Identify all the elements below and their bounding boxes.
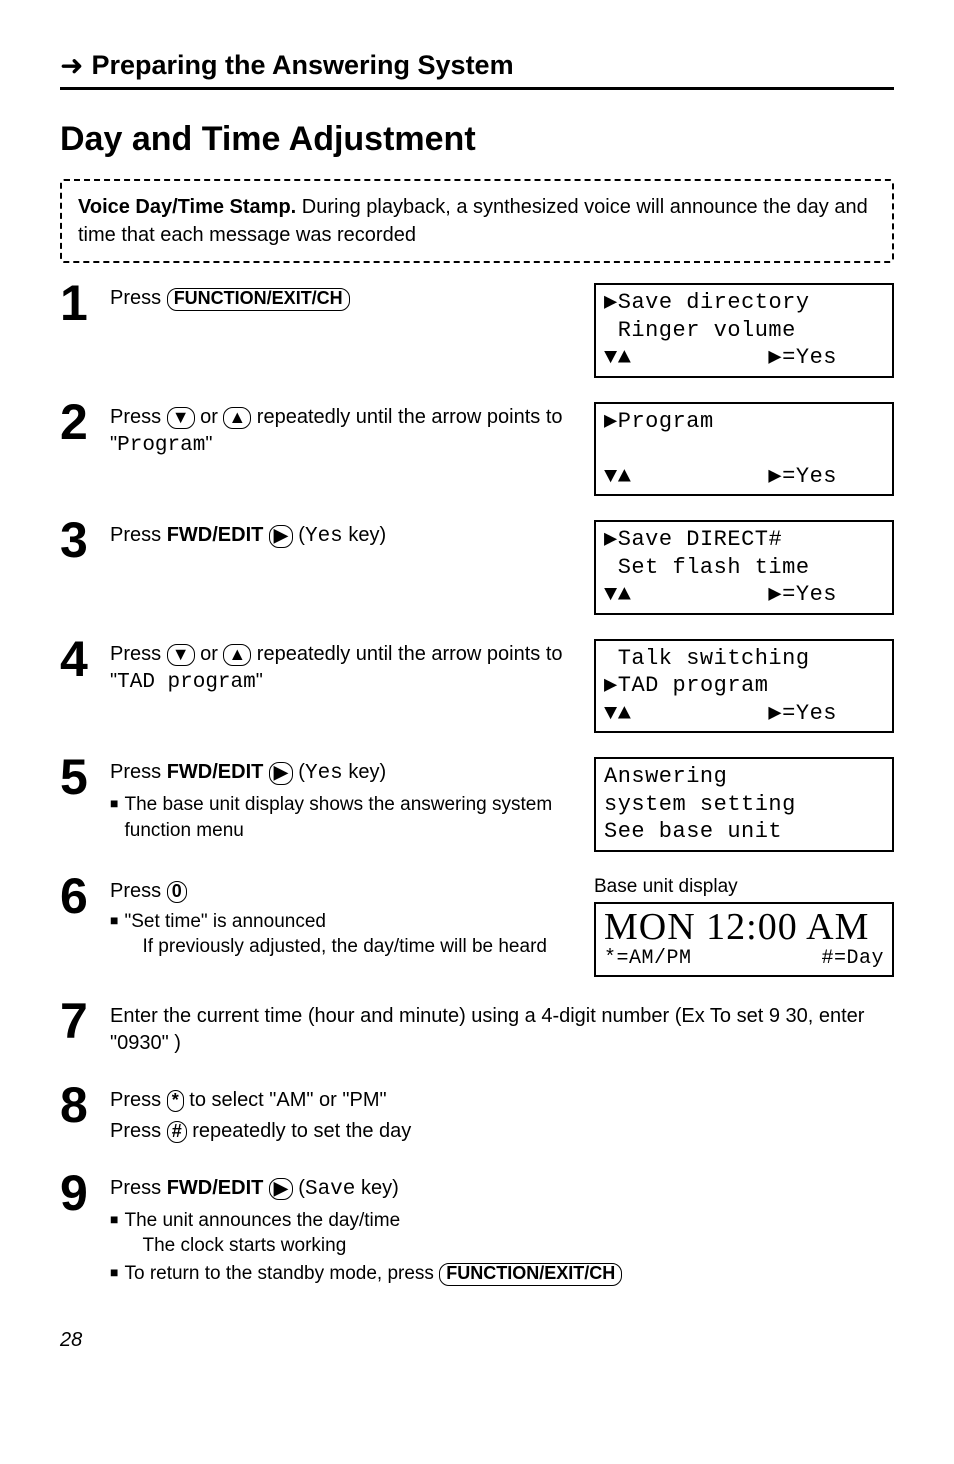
lcd-display: Base unit display MON 12:00 AM*=AM/PM#=Da… xyxy=(594,876,894,977)
step-number: 8 xyxy=(60,1085,100,1125)
keycap: ▲ xyxy=(223,407,251,430)
lcd-display: ▶Save DIRECT# Set flash time▼▲ ▶=Yes xyxy=(594,520,894,615)
step-body: Press FUNCTION/EXIT/CH xyxy=(110,283,584,316)
step-number: 7 xyxy=(60,1001,100,1041)
notice-box: Voice Day/Time Stamp. During playback, a… xyxy=(60,179,894,263)
step-body: Enter the current time (hour and minute)… xyxy=(110,1001,894,1061)
step-number: 2 xyxy=(60,402,100,442)
step-row: 6Press 0■"Set time" is announcedIf previ… xyxy=(60,876,894,977)
step-bullet: ■The base unit display shows the answeri… xyxy=(110,792,584,843)
keycap: 0 xyxy=(167,881,187,904)
lcd-label: Base unit display xyxy=(594,876,894,898)
step-number: 3 xyxy=(60,520,100,560)
step-body: Press FWD/EDIT ▶ (Yes key)■The base unit… xyxy=(110,757,584,846)
lcd-display: Answeringsystem settingSee base unit xyxy=(594,757,894,852)
step-body: Press FWD/EDIT ▶ (Save key)■The unit ann… xyxy=(110,1173,894,1289)
step-row: 1 Press FUNCTION/EXIT/CH ▶Save directory R… xyxy=(60,283,894,378)
page-number: 28 xyxy=(60,1329,894,1352)
step-number: 4 xyxy=(60,639,100,679)
keycap: ▶ xyxy=(269,762,293,785)
step-body: Press FWD/EDIT ▶ (Yes key) xyxy=(110,520,584,555)
step-body: Press * to select "AM" or "PM"Press # re… xyxy=(110,1085,894,1149)
step-number: 1 xyxy=(60,283,100,323)
step-row: 7Enter the current time (hour and minute… xyxy=(60,1001,894,1061)
lcd-box: Answeringsystem settingSee base unit xyxy=(594,757,894,852)
step-body: Press ▼ or ▲ repeatedly until the arrow … xyxy=(110,639,584,701)
keycap: # xyxy=(167,1121,187,1144)
step-number: 5 xyxy=(60,757,100,797)
step-number: 9 xyxy=(60,1173,100,1213)
keycap: ▲ xyxy=(223,644,251,667)
lcd-box: ▶Save directory Ringer volume▼▲ ▶=Yes xyxy=(594,283,894,378)
section-header: ➜ Preparing the Answering System xyxy=(60,50,894,90)
lcd-display: Talk switching▶TAD program▼▲ ▶=Yes xyxy=(594,639,894,734)
lcd-box: ▶Program ▼▲ ▶=Yes xyxy=(594,402,894,497)
step-bullet: ■To return to the standby mode, press FU… xyxy=(110,1261,894,1287)
step-number: 6 xyxy=(60,876,100,916)
keycap: ▶ xyxy=(269,1178,293,1201)
step-row: 4Press ▼ or ▲ repeatedly until the arrow… xyxy=(60,639,894,734)
keycap: FUNCTION/EXIT/CH xyxy=(439,1263,622,1286)
lcd-box: MON 12:00 AM*=AM/PM#=Day xyxy=(594,902,894,977)
lcd-display: ▶Program ▼▲ ▶=Yes xyxy=(594,402,894,497)
keycap: ▼ xyxy=(167,407,195,430)
keycap: ▼ xyxy=(167,644,195,667)
step-row: 8Press * to select "AM" or "PM"Press # r… xyxy=(60,1085,894,1149)
section-title: Preparing the Answering System xyxy=(91,50,513,81)
keycap: * xyxy=(167,1090,184,1113)
step-row: 3 Press FWD/EDIT ▶ (Yes key) ▶Save DIRECT#… xyxy=(60,520,894,615)
step-row: 9Press FWD/EDIT ▶ (Save key)■The unit an… xyxy=(60,1173,894,1289)
step-body: Press ▼ or ▲ repeatedly until the arrow … xyxy=(110,402,584,464)
keycap: ▶ xyxy=(269,525,293,548)
step-row: 5Press FWD/EDIT ▶ (Yes key)■The base uni… xyxy=(60,757,894,852)
step-bullet: ■The unit announces the day/timeThe cloc… xyxy=(110,1208,894,1259)
steps-list: 1 Press FUNCTION/EXIT/CH ▶Save directory R… xyxy=(60,283,894,1289)
lcd-box: Talk switching▶TAD program▼▲ ▶=Yes xyxy=(594,639,894,734)
page-title: Day and Time Adjustment xyxy=(60,120,894,159)
lcd-box: ▶Save DIRECT# Set flash time▼▲ ▶=Yes xyxy=(594,520,894,615)
notice-lead: Voice Day/Time Stamp. xyxy=(78,196,296,218)
arrow-bullet-icon: ➜ xyxy=(60,52,83,80)
keycap: FUNCTION/EXIT/CH xyxy=(167,288,350,311)
lcd-display: ▶Save directory Ringer volume▼▲ ▶=Yes xyxy=(594,283,894,378)
step-row: 2Press ▼ or ▲ repeatedly until the arrow… xyxy=(60,402,894,497)
step-body: Press 0■"Set time" is announcedIf previo… xyxy=(110,876,584,962)
step-bullet: ■"Set time" is announcedIf previously ad… xyxy=(110,909,584,960)
